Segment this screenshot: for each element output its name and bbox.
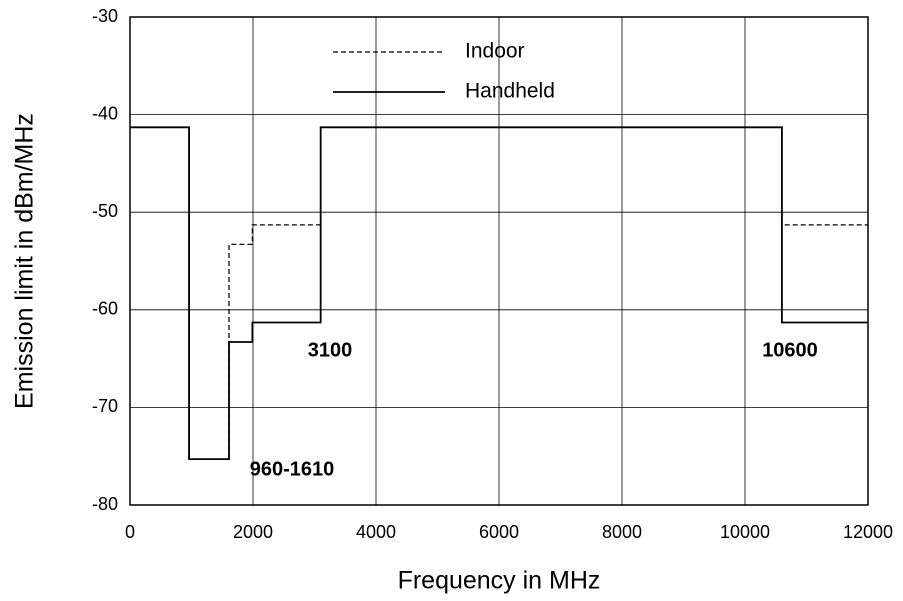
x-tick-label: 8000 [602, 522, 642, 542]
plot-frame [129, 16, 869, 506]
annotation: 10600 [762, 339, 818, 361]
y-tick-label: -40 [92, 103, 118, 123]
y-axis-label: Emission limit in dBm/MHz [11, 113, 39, 409]
annotation: 960-1610 [250, 458, 335, 480]
x-tick-label: 6000 [479, 522, 519, 542]
y-tick-label: -70 [92, 396, 118, 416]
y-tick-label: -50 [92, 201, 118, 221]
x-tick-label: 4000 [356, 522, 396, 542]
y-tick-label: -30 [92, 6, 118, 26]
x-axis-label: Frequency in MHz [398, 567, 601, 595]
legend-label: Handheld [465, 80, 555, 103]
y-tick-label: -80 [92, 494, 118, 514]
annotation: 3100 [308, 339, 353, 361]
legend-label: Indoor [465, 40, 525, 63]
series-line [130, 126, 868, 461]
y-tick-label: -60 [92, 299, 118, 319]
x-tick-label: 0 [125, 522, 135, 542]
x-tick-label: 12000 [843, 522, 893, 542]
x-tick-label: 2000 [233, 522, 273, 542]
x-tick-label: 10000 [720, 522, 770, 542]
